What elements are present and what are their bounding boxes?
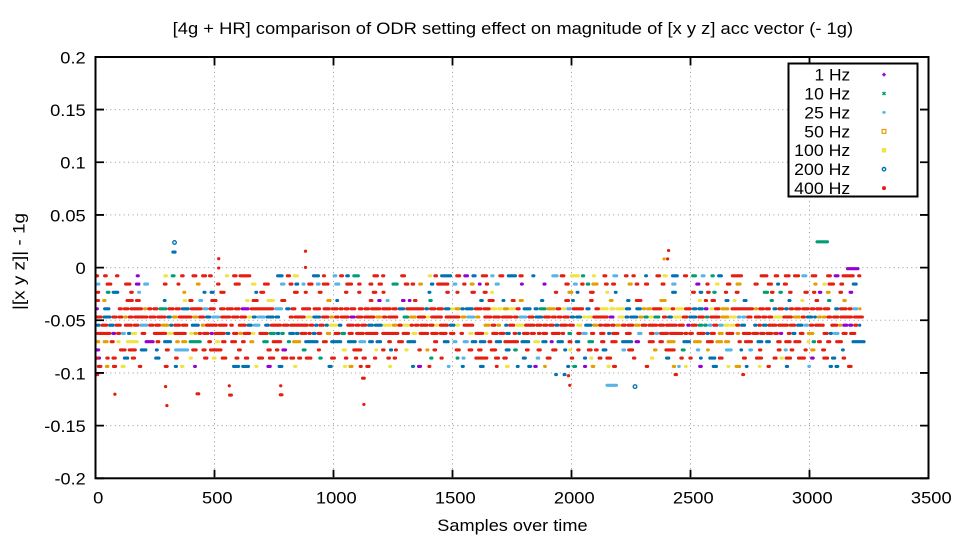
svg-text:|[x y z]| - 1g: |[x y z]| - 1g (10, 213, 29, 310)
svg-text:2000: 2000 (554, 489, 595, 508)
svg-text:2500: 2500 (673, 489, 714, 508)
svg-text:0: 0 (76, 259, 86, 278)
svg-text:1000: 1000 (316, 489, 357, 508)
svg-text:0: 0 (93, 489, 103, 508)
svg-text:-0.05: -0.05 (44, 312, 85, 331)
svg-text:-0.1: -0.1 (55, 364, 86, 383)
svg-text:3000: 3000 (792, 489, 833, 508)
svg-text:500: 500 (202, 489, 233, 508)
svg-text:100 Hz: 100 Hz (794, 141, 850, 160)
svg-text:[4g + HR] comparison of ODR se: [4g + HR] comparison of ODR setting effe… (173, 19, 853, 38)
svg-text:3500: 3500 (911, 489, 952, 508)
svg-text:400 Hz: 400 Hz (794, 179, 850, 198)
svg-text:1500: 1500 (435, 489, 476, 508)
svg-text:0.15: 0.15 (50, 101, 86, 120)
svg-text:200 Hz: 200 Hz (794, 160, 850, 179)
svg-text:1 Hz: 1 Hz (815, 66, 851, 85)
svg-text:0.05: 0.05 (50, 206, 86, 225)
svg-text:10 Hz: 10 Hz (804, 84, 850, 103)
svg-text:-0.15: -0.15 (44, 417, 85, 436)
svg-text:50 Hz: 50 Hz (804, 122, 850, 141)
svg-text:0.1: 0.1 (60, 154, 85, 173)
svg-text:-0.2: -0.2 (55, 470, 86, 489)
svg-text:Samples over time: Samples over time (437, 516, 587, 535)
svg-text:25 Hz: 25 Hz (804, 103, 850, 122)
svg-text:0.2: 0.2 (60, 48, 85, 67)
